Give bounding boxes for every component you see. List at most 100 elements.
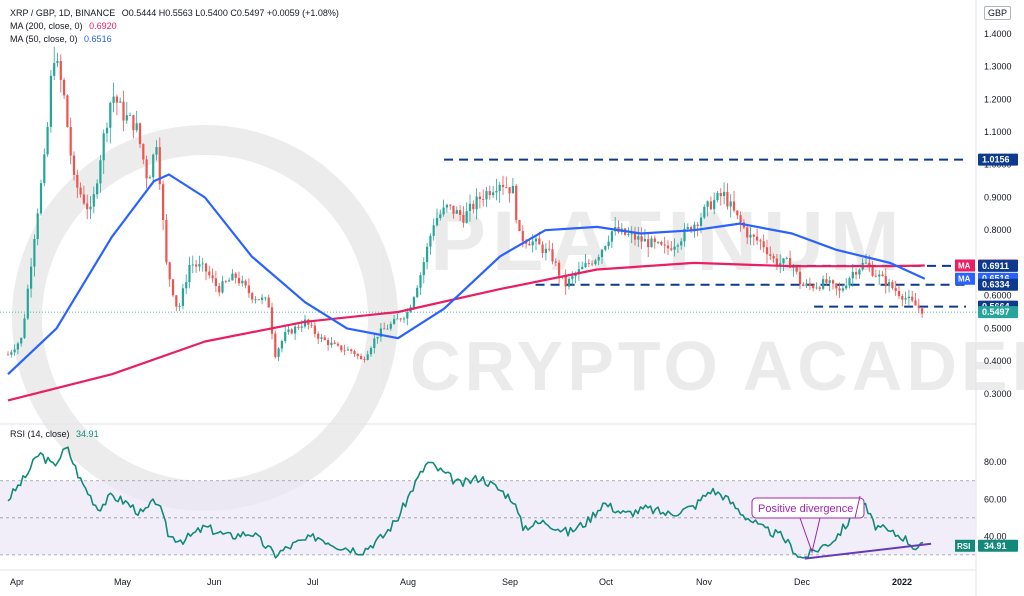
- price-tick-label: 0.6000: [984, 291, 1012, 301]
- candle-body: [874, 275, 877, 277]
- candle-body: [228, 280, 231, 282]
- rsi-layer: [7, 446, 932, 560]
- ma-layer: [7, 173, 926, 402]
- price-tick-label: 0.9000: [984, 192, 1012, 202]
- candle-body: [822, 279, 825, 289]
- candle-body: [703, 206, 706, 218]
- candle-body: [294, 326, 297, 334]
- candle-body: [76, 174, 79, 188]
- candle-body: [696, 224, 699, 226]
- candle-body: [828, 280, 831, 283]
- candle-body: [426, 246, 429, 263]
- candle-body: [247, 285, 250, 294]
- currency-badge[interactable]: GBP: [984, 6, 1012, 20]
- price-tick-label: 1.2000: [984, 94, 1012, 104]
- candle-body: [627, 234, 630, 235]
- candle-body: [610, 231, 613, 242]
- candle-body: [145, 159, 148, 179]
- candle-body: [23, 318, 26, 338]
- candle-body: [690, 227, 693, 232]
- candle-body: [851, 272, 854, 279]
- candle-body: [492, 192, 495, 196]
- candle-body: [597, 257, 600, 261]
- candle-body: [416, 287, 419, 298]
- candle-body: [125, 115, 128, 121]
- candle-body: [914, 300, 917, 306]
- candle-body: [855, 272, 858, 275]
- price-tick-label: 0.3000: [984, 389, 1012, 399]
- candle-body: [554, 261, 557, 263]
- candle-body: [511, 185, 514, 194]
- candle-body: [673, 246, 676, 250]
- time-tick-label: Oct: [599, 577, 614, 587]
- candle-body: [772, 255, 775, 259]
- candle-body: [369, 348, 373, 355]
- candle-body: [594, 260, 597, 265]
- candle-body: [340, 345, 343, 351]
- symbol-line: XRP / GBP, 1D, BINANCE: [10, 8, 116, 18]
- candle-body: [633, 233, 637, 240]
- candle-body: [280, 341, 283, 349]
- candle-body: [782, 258, 785, 264]
- candle-body: [201, 263, 204, 265]
- candle-body: [442, 207, 445, 215]
- candle-body: [300, 326, 303, 328]
- candle-body: [284, 332, 287, 342]
- candle-body: [647, 239, 650, 248]
- candle-body: [538, 238, 541, 245]
- price-tick-label: 1.4000: [984, 29, 1012, 39]
- candle-body: [591, 263, 594, 265]
- candle-body: [373, 338, 376, 349]
- price-label-box: [978, 153, 1018, 166]
- candle-body: [716, 193, 719, 201]
- candle-body: [211, 275, 214, 279]
- candle-body: [604, 246, 607, 250]
- price-tick-label: 0.5000: [984, 323, 1012, 333]
- candle-body: [888, 282, 891, 287]
- candle-body: [53, 63, 56, 76]
- candle-body: [871, 266, 874, 276]
- candle-body: [59, 60, 62, 80]
- candle-body: [6, 354, 10, 356]
- candle-body: [16, 343, 19, 350]
- ma50-header: MA (50, close, 0) 0.6516: [10, 34, 112, 44]
- candle-body: [261, 297, 264, 300]
- candle-body: [435, 218, 439, 226]
- price-label-box: [978, 306, 1018, 319]
- candle-body: [237, 277, 241, 284]
- candle-body: [313, 325, 316, 334]
- candle-body: [56, 60, 59, 64]
- candle-body: [13, 349, 16, 353]
- candle-body: [376, 336, 379, 339]
- candle-body: [683, 228, 686, 242]
- candle-body: [185, 282, 188, 289]
- candle-body: [158, 147, 161, 185]
- candle-body: [495, 190, 498, 193]
- candle-body: [891, 282, 894, 289]
- candle-body: [148, 177, 151, 179]
- candle-body: [132, 115, 135, 131]
- rsi-tag-box: [955, 539, 975, 552]
- candle-body: [287, 329, 290, 333]
- candle-body: [630, 233, 633, 235]
- candle-body: [105, 127, 109, 134]
- candle-body: [521, 231, 524, 242]
- candle-body: [726, 191, 729, 207]
- rsi-tick-label: 80.00: [984, 457, 1007, 467]
- candle-body: [30, 266, 33, 289]
- ma200-header: MA (200, close, 0) 0.6920: [10, 21, 117, 31]
- candle-body: [115, 96, 118, 103]
- candle-body: [845, 285, 848, 289]
- candle-body: [657, 241, 660, 243]
- ma-tag-box: [955, 272, 975, 285]
- candle-body: [719, 193, 722, 197]
- candle-body: [310, 324, 313, 326]
- candle-body: [366, 354, 369, 360]
- candle-body: [498, 184, 501, 191]
- candle-body: [168, 262, 171, 280]
- price-label-box: [978, 278, 1018, 291]
- candle-body: [379, 328, 382, 337]
- candle-body: [729, 201, 732, 207]
- candle-body: [660, 241, 663, 245]
- candle-body: [732, 201, 736, 211]
